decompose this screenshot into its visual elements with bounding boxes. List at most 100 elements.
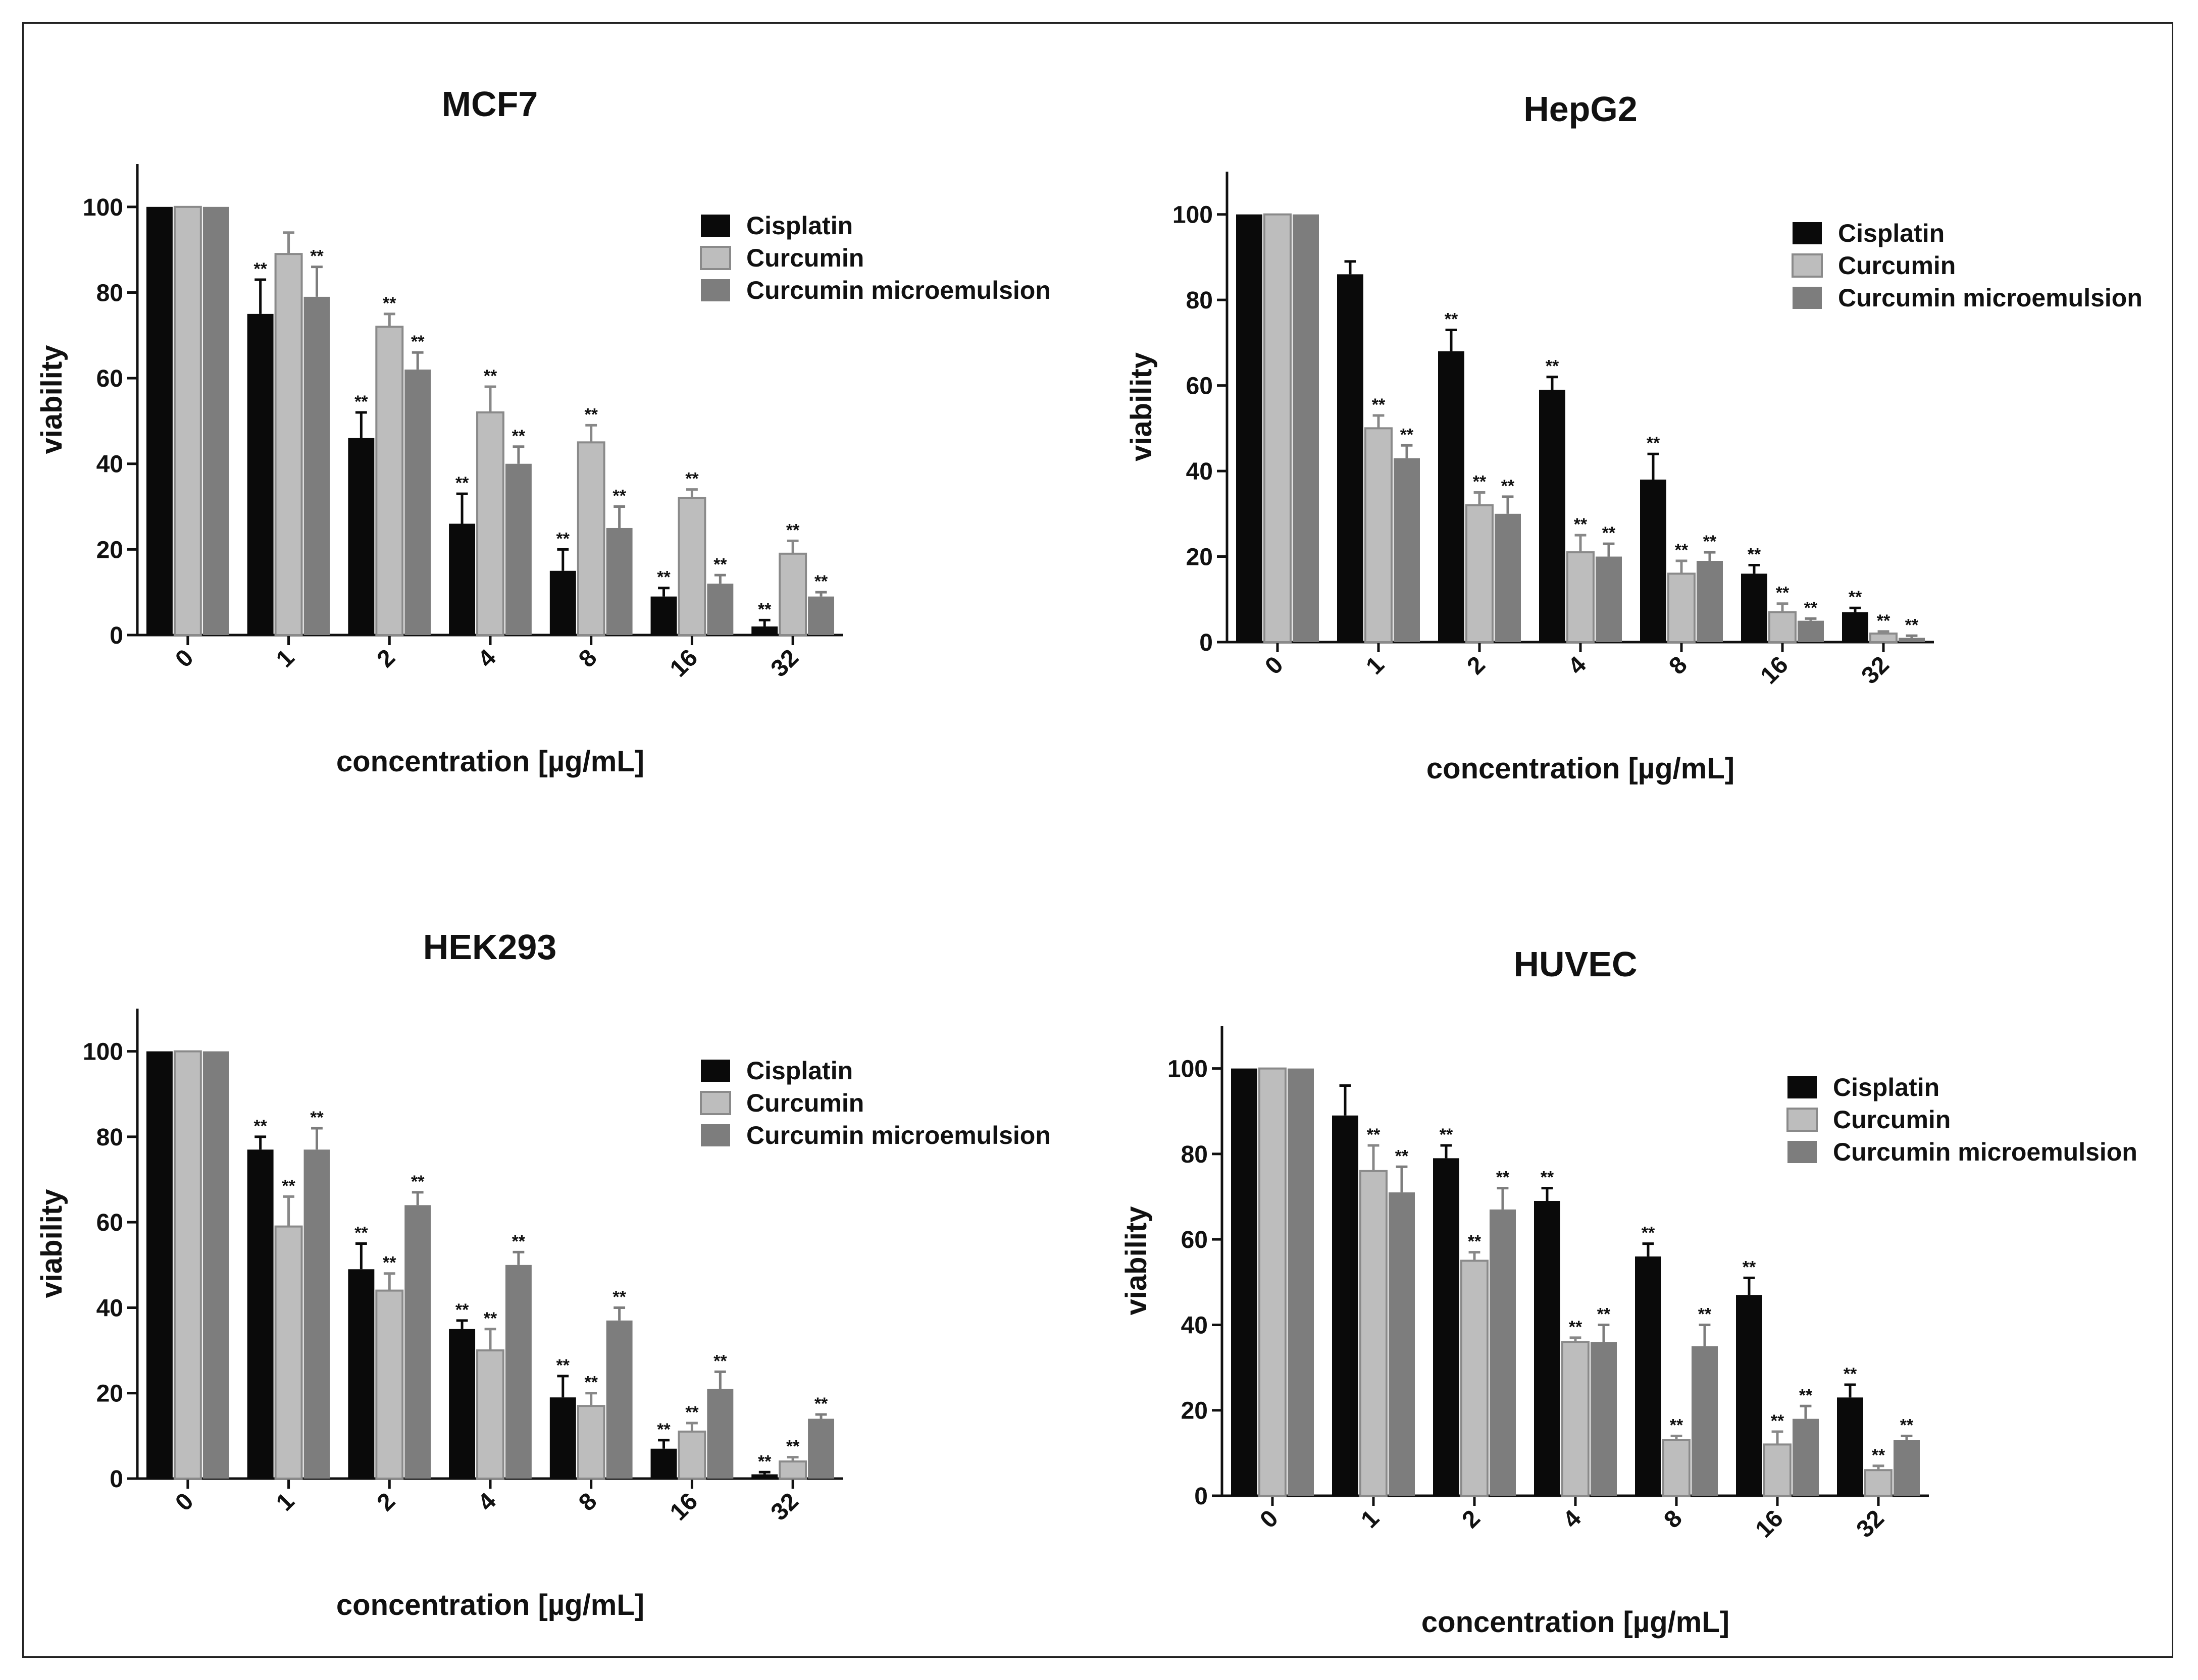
bar-curcumin: [1763, 1443, 1792, 1497]
bar-cisplatin: [1741, 573, 1767, 642]
bar-cisplatin: [1837, 1397, 1863, 1496]
bar-curcumin-microemulsion: [1293, 214, 1319, 642]
y-tick-label: 20: [1181, 1398, 1208, 1425]
legend-swatch: [701, 279, 730, 301]
significance-marker: **: [310, 1108, 324, 1127]
bar-cisplatin: [549, 570, 576, 635]
significance-marker: **: [713, 555, 727, 574]
y-tick-label: 100: [1167, 1056, 1208, 1083]
significance-marker: **: [1743, 1257, 1756, 1277]
significance-marker: **: [1647, 434, 1660, 453]
x-tick-label: 4: [473, 644, 501, 673]
significance-marker: **: [584, 405, 598, 424]
significance-marker: **: [657, 1420, 671, 1439]
bar-curcumin: [1359, 1170, 1388, 1497]
x-tick-label: 4: [1563, 651, 1592, 680]
legend-label: Cisplatin: [1838, 219, 1945, 247]
bar-curcumin: [678, 497, 706, 637]
bar-curcumin-microemulsion: [1798, 620, 1824, 642]
bar-curcumin-microemulsion: [606, 1320, 633, 1479]
significance-marker: **: [455, 474, 469, 493]
significance-marker: **: [612, 1287, 626, 1306]
legend-swatch: [1786, 1108, 1818, 1132]
bar-curcumin-microemulsion: [1793, 1419, 1819, 1496]
significance-marker: **: [1799, 1386, 1813, 1405]
legend-swatch: [701, 1060, 730, 1082]
legend-swatch: [1792, 253, 1823, 278]
bar-cisplatin: [1332, 1115, 1358, 1496]
significance-marker: **: [455, 1300, 469, 1320]
significance-marker: **: [1642, 1224, 1655, 1243]
significance-marker: **: [1468, 1232, 1481, 1251]
chart-title: HUVEC: [1513, 944, 1637, 984]
bar-cisplatin: [1635, 1256, 1661, 1496]
chart-panel-huvec: HUVEC020406080100viabilityconcentration …: [1120, 944, 2137, 1639]
x-tick-label: 2: [372, 644, 400, 672]
bar-curcumin-microemulsion: [202, 1051, 229, 1479]
bar-curcumin-microemulsion: [1389, 1192, 1415, 1496]
bar-cisplatin: [1438, 351, 1464, 642]
significance-marker: **: [1546, 357, 1559, 376]
significance-marker: **: [786, 520, 800, 540]
legend-label: Curcumin microemulsion: [746, 1121, 1051, 1149]
chart-title: HEK293: [423, 927, 557, 967]
x-tick-label: 8: [1659, 1505, 1687, 1533]
bar-cisplatin: [1736, 1295, 1762, 1496]
bar-curcumin: [274, 253, 303, 637]
legend-label: Curcumin microemulsion: [746, 276, 1051, 304]
bar-cisplatin: [1337, 274, 1363, 642]
bar-curcumin: [1561, 1341, 1590, 1497]
bar-curcumin-microemulsion: [404, 1205, 431, 1479]
significance-marker: **: [1367, 1125, 1381, 1144]
bar-curcumin: [1768, 611, 1797, 644]
x-tick-label: 16: [665, 1488, 703, 1526]
y-tick-label: 40: [96, 1295, 123, 1322]
x-tick-label: 1: [1356, 1505, 1384, 1533]
significance-marker: **: [685, 1403, 699, 1422]
legend-swatch: [1787, 1141, 1817, 1163]
significance-marker: **: [484, 1309, 497, 1328]
significance-marker: **: [814, 1394, 828, 1413]
y-tick-label: 40: [1186, 458, 1213, 485]
y-tick-label: 0: [110, 622, 123, 649]
y-tick-label: 80: [1186, 287, 1213, 314]
bar-curcumin-microemulsion: [808, 1419, 835, 1479]
y-tick-label: 20: [96, 1381, 123, 1407]
y-tick-label: 60: [1181, 1227, 1208, 1253]
y-tick-label: 40: [1181, 1312, 1208, 1339]
bar-curcumin-microemulsion: [1697, 561, 1723, 642]
significance-marker: **: [1541, 1168, 1554, 1187]
significance-marker: **: [512, 1232, 526, 1251]
y-tick-label: 100: [83, 1039, 123, 1066]
bar-curcumin: [274, 1225, 303, 1480]
significance-marker: **: [253, 259, 267, 279]
bar-cisplatin: [1539, 390, 1565, 642]
legend-swatch: [701, 215, 730, 237]
x-tick-label: 0: [1260, 651, 1288, 679]
y-tick-label: 100: [83, 194, 123, 221]
y-tick-label: 60: [96, 365, 123, 392]
significance-marker: **: [354, 1224, 368, 1243]
x-axis-label: concentration [µg/mL]: [336, 745, 644, 778]
significance-marker: **: [612, 487, 626, 506]
bar-curcumin-microemulsion: [303, 296, 330, 635]
bar-curcumin: [779, 1460, 807, 1480]
bar-curcumin-microemulsion: [1899, 638, 1925, 642]
legend-label: Curcumin: [1833, 1106, 1951, 1134]
significance-marker: **: [1844, 1364, 1857, 1384]
legend-label: Curcumin: [746, 1089, 864, 1117]
y-tick-label: 80: [96, 1124, 123, 1151]
significance-marker: **: [1804, 598, 1818, 617]
chart-panel-hek293: HEK293020406080100viabilityconcentration…: [35, 927, 1051, 1621]
bar-cisplatin: [1433, 1158, 1459, 1496]
significance-marker: **: [310, 247, 324, 266]
bar-cisplatin: [449, 1329, 476, 1479]
bar-cisplatin: [1231, 1068, 1257, 1496]
legend-label: Curcumin microemulsion: [1833, 1138, 2137, 1166]
significance-marker: **: [556, 1356, 570, 1375]
x-tick-label: 2: [1457, 1505, 1485, 1533]
bar-cisplatin: [247, 313, 274, 635]
bar-curcumin-microemulsion: [1288, 1068, 1314, 1496]
bar-curcumin-microemulsion: [606, 528, 633, 635]
